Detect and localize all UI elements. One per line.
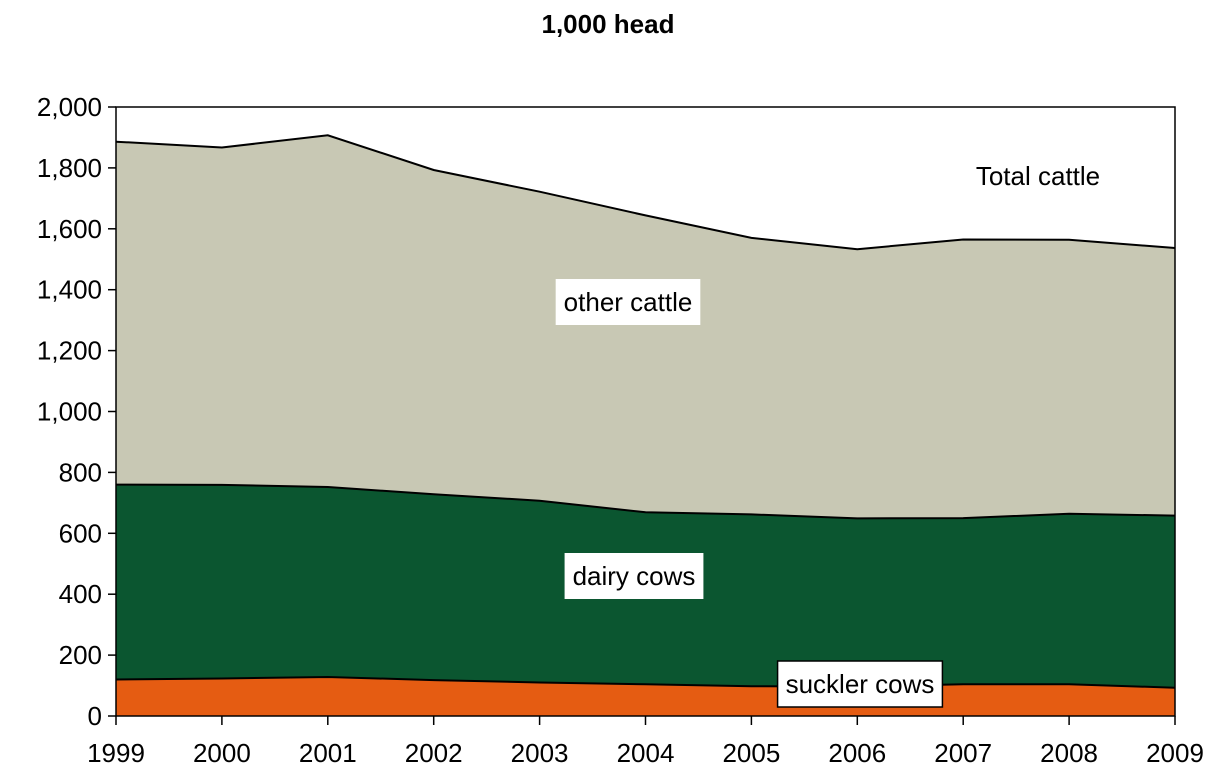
y-tick-label: 1,000 [37,397,102,427]
y-tick-label: 0 [88,701,102,731]
x-axis: 1999 2000 2001 2002 2003 2004 2005 2006 2007 2008… [87,716,1204,768]
label-dairy-cows-box [564,553,704,599]
label-suckler-cows-box [776,660,944,708]
y-tick-label: 400 [59,579,102,609]
line-other-cattle [115,134,1176,251]
label-other-cattle: other cattle [555,279,701,325]
label-other-cattle-box [555,279,701,325]
x-tick-label: 2009 [1146,738,1204,768]
y-tick-label: 1,200 [37,336,102,366]
line-suckler-cows [115,675,1176,689]
label-suckler-cows-text: suckler cows [786,669,935,699]
label-other-cattle-text: other cattle [564,287,693,317]
y-tick-label: 2,000 [37,92,102,122]
x-tick-label: 2003 [511,738,569,768]
label-suckler-cows: suckler cows [776,660,944,708]
x-tick-label: 2004 [617,738,675,768]
chart-title: 1,000 head [542,9,675,39]
x-tick-label: 2006 [828,738,886,768]
x-tick-label: 2007 [934,738,992,768]
y-tick-label: 600 [59,518,102,548]
label-dairy-cows: dairy cows [564,553,704,599]
x-tick-label: 1999 [87,738,145,768]
lines-group [115,134,1176,689]
y-tick-label: 1,600 [37,214,102,244]
x-tick-label: 2001 [299,738,357,768]
x-tick-label: 2000 [193,738,251,768]
x-tick-label: 2002 [405,738,463,768]
area-other-cattle [116,135,1175,519]
y-tick-label: 1,800 [37,153,102,183]
label-dairy-cows-text: dairy cows [573,561,696,591]
y-tick-label: 800 [59,457,102,487]
x-tick-label: 2008 [1040,738,1098,768]
line-dairy-cows [115,483,1176,520]
areas-group [116,135,1175,716]
x-tick-label: 2005 [722,738,780,768]
y-axis: 0 200 400 600 800 1,000 1,200 1,400 1,600 1,800 2,… [37,92,116,731]
y-tick-label: 200 [59,640,102,670]
y-tick-label: 1,400 [37,275,102,305]
label-total-cattle: Total cattle [976,161,1100,191]
series-labels: other cattle dairy cows suckler cows Total … [555,161,1100,708]
